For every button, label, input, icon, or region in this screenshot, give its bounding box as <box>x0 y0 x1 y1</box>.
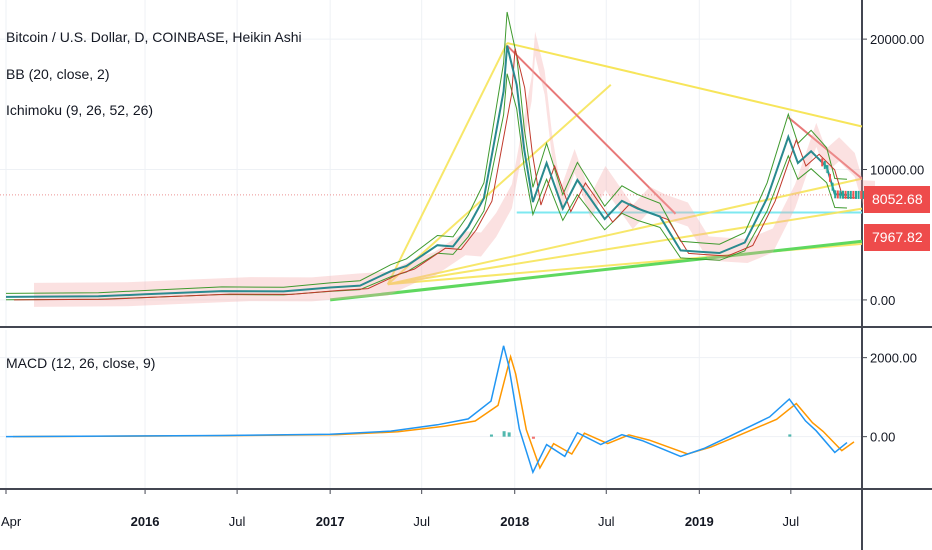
price-axis-label: 20000.00 <box>870 32 924 47</box>
candle <box>860 190 863 199</box>
time-axis-label: 2018 <box>500 514 529 529</box>
macd-histogram-bar <box>502 431 506 437</box>
price-axis-label: 0.00 <box>870 293 895 308</box>
price-series-line <box>5 45 848 298</box>
candle <box>841 190 844 199</box>
trendline-yellow <box>386 42 509 285</box>
macd-line <box>5 345 848 475</box>
price-badge: 8052.68 <box>872 191 923 207</box>
trendline-red <box>506 44 677 215</box>
time-axis-label: Jul <box>413 514 430 529</box>
time-axis-label: 2016 <box>131 514 160 529</box>
trendline-yellow <box>387 84 612 286</box>
bb-upper-band <box>5 11 848 294</box>
candle <box>831 182 834 191</box>
indicator-macd-label[interactable]: MACD (12, 26, close, 9) <box>6 355 156 371</box>
candle <box>828 173 831 182</box>
time-axis-label: Jul <box>229 514 246 529</box>
time-axis-label: 2019 <box>685 514 714 529</box>
candle <box>849 190 852 199</box>
candle <box>834 190 837 199</box>
candle <box>844 190 847 199</box>
price-badge-bg <box>864 224 930 251</box>
ichimoku-base-line <box>13 48 856 301</box>
trendline-red <box>787 116 863 180</box>
candle <box>852 190 855 199</box>
time-axis-label: Jul <box>783 514 800 529</box>
macd-signal-line <box>12 353 855 470</box>
candle <box>821 158 824 167</box>
candle <box>826 165 829 174</box>
candle <box>823 160 826 169</box>
trendline-yellow <box>506 42 863 128</box>
candle <box>839 190 842 199</box>
macd-histogram-bar <box>507 432 511 437</box>
candle <box>857 190 860 199</box>
price-badge: 7967.82 <box>872 229 923 245</box>
indicator-ichimoku-label[interactable]: Ichimoku (9, 26, 52, 26) <box>6 102 154 118</box>
ichimoku-cloud <box>34 31 875 307</box>
price-axis-label: 10000.00 <box>870 163 924 178</box>
indicator-bb-label[interactable]: BB (20, close, 2) <box>6 66 110 82</box>
macd-histogram-bar <box>788 434 792 437</box>
candle <box>862 190 865 199</box>
trendlines <box>329 42 863 302</box>
chart-title: Bitcoin / U.S. Dollar, D, COINBASE, Heik… <box>6 29 302 45</box>
macd-histogram-bar <box>489 434 493 437</box>
candle <box>847 190 850 199</box>
candle <box>854 190 857 199</box>
macd-axis-label: 0.00 <box>870 430 895 445</box>
candle <box>836 190 839 199</box>
macd-histogram-bar <box>531 436 535 439</box>
time-axis-label: Apr <box>1 514 22 529</box>
time-axis-label: Jul <box>598 514 615 529</box>
time-axis-label: 2017 <box>316 514 345 529</box>
trendline-green <box>329 239 863 302</box>
price-badge-bg <box>864 186 930 213</box>
trendline-yellow <box>387 207 863 286</box>
macd-axis-label: 2000.00 <box>870 351 917 366</box>
trendline-yellow <box>387 177 863 286</box>
